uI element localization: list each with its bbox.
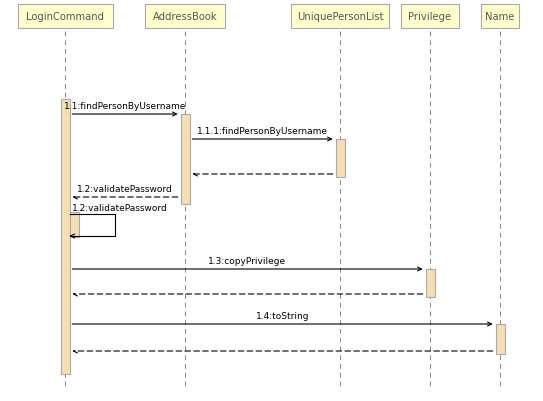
Bar <box>336 140 344 178</box>
Bar <box>426 269 434 297</box>
Text: AddressBook: AddressBook <box>153 12 217 22</box>
Text: UniquePersonList: UniquePersonList <box>297 12 383 22</box>
Text: 1.3:copyPrivilege: 1.3:copyPrivilege <box>209 256 287 265</box>
Text: 1.2:validatePassword: 1.2:validatePassword <box>72 203 167 213</box>
Text: Privilege: Privilege <box>408 12 452 22</box>
Bar <box>180 115 190 205</box>
Bar <box>17 5 112 29</box>
Text: 1.2:validatePassword: 1.2:validatePassword <box>77 184 173 194</box>
Text: Name: Name <box>485 12 515 22</box>
Text: 1.4:toString: 1.4:toString <box>256 311 310 320</box>
Bar <box>401 5 459 29</box>
Text: LoginCommand: LoginCommand <box>26 12 104 22</box>
Text: 1.1:findPersonByUsername: 1.1:findPersonByUsername <box>64 102 186 111</box>
Bar <box>70 213 79 237</box>
Bar <box>291 5 389 29</box>
Bar <box>481 5 519 29</box>
Bar <box>145 5 225 29</box>
Bar <box>496 324 504 354</box>
Bar <box>60 100 70 374</box>
Text: 1.1.1:findPersonByUsername: 1.1.1:findPersonByUsername <box>197 127 328 136</box>
